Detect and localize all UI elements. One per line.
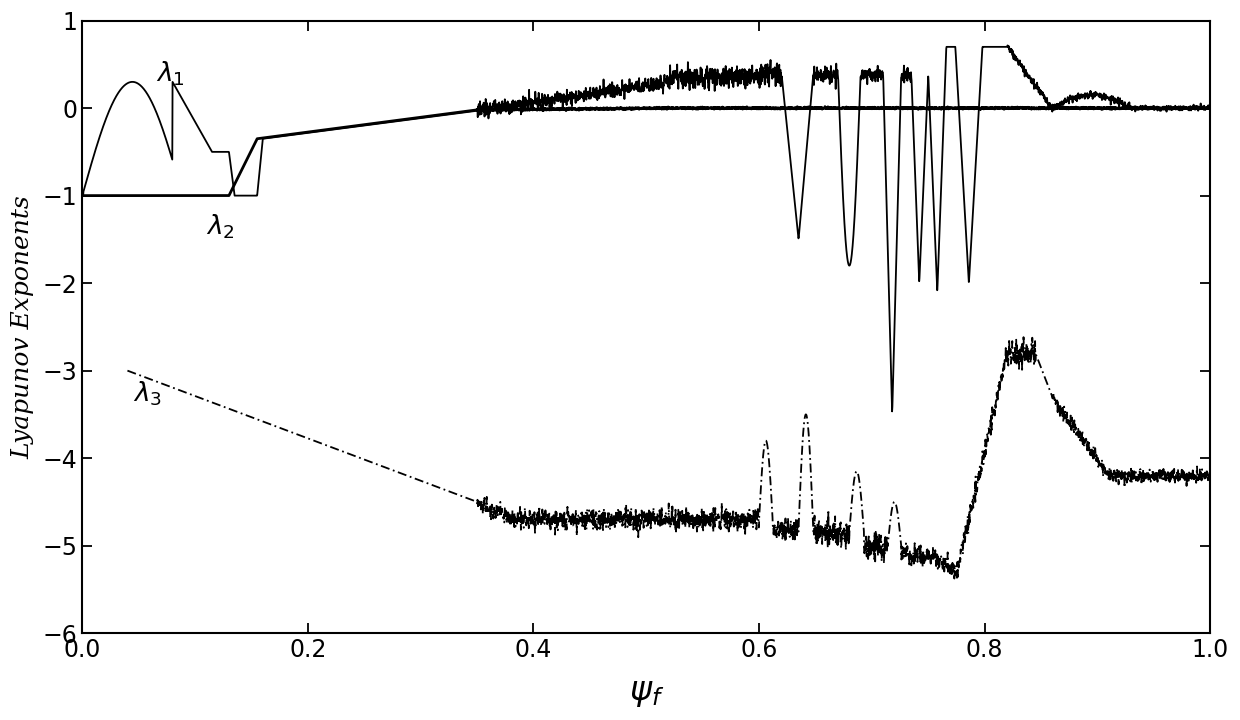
Text: $\lambda_1$: $\lambda_1$ (156, 60, 185, 89)
Text: $\lambda_2$: $\lambda_2$ (206, 213, 236, 241)
Y-axis label: Lyapunov Exponents: Lyapunov Exponents (11, 195, 35, 459)
X-axis label: $\psi_f$: $\psi_f$ (629, 676, 663, 709)
Text: $\lambda_3$: $\lambda_3$ (133, 379, 162, 408)
